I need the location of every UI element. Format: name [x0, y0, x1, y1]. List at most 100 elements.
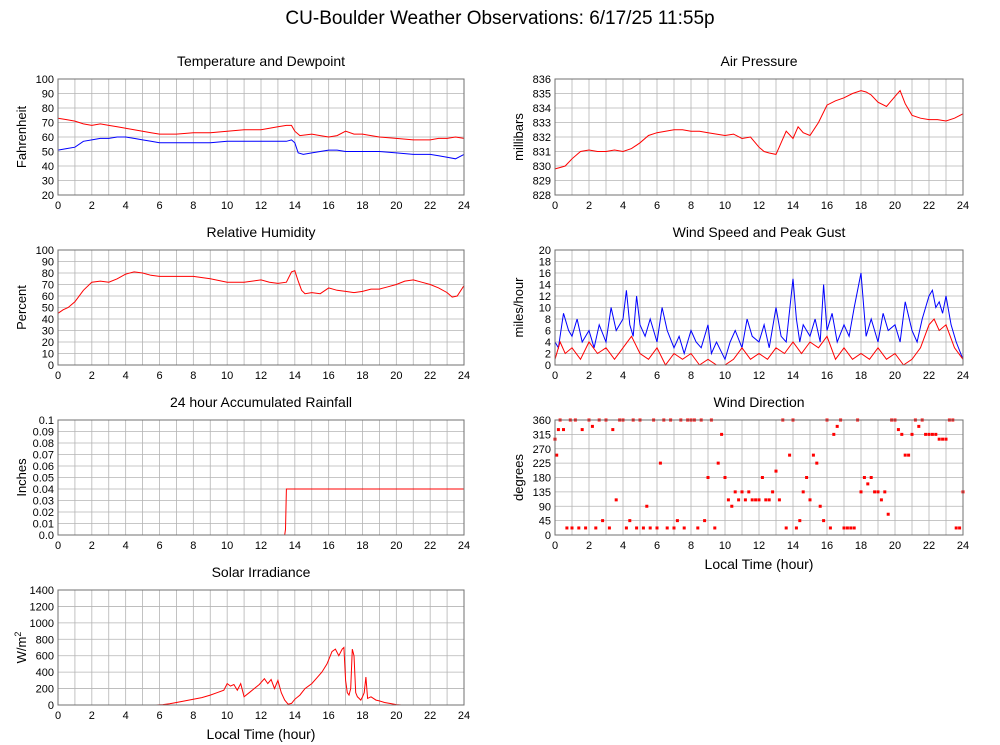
- wind-direction-point: [842, 526, 846, 530]
- solar-y-tick-label: 0: [48, 700, 54, 712]
- wind-direction-point: [624, 526, 628, 530]
- wind-direction-point: [720, 432, 724, 436]
- pressure-y-tick-label: 835: [533, 89, 551, 101]
- wind-direction-point: [917, 424, 921, 428]
- wind-direction-point: [907, 453, 911, 457]
- wind-direction-point: [750, 498, 754, 502]
- wind-direction-point: [873, 490, 877, 494]
- wind-direction-x-tick-label: 14: [787, 540, 799, 552]
- rainfall-y-tick-label: 0.05: [33, 473, 54, 485]
- pressure-title: Air Pressure: [720, 53, 797, 69]
- pressure-x-tick-label: 24: [957, 200, 969, 212]
- wind-direction-point: [675, 519, 679, 523]
- wind-direction-point: [757, 498, 761, 502]
- wind-speed-y-tick-label: 12: [539, 291, 551, 303]
- humidity-chart: [57, 249, 465, 366]
- temperature-x-tick-label: 18: [356, 200, 368, 212]
- humidity-y-tick-label: 70: [42, 280, 54, 292]
- wind-direction-point: [743, 498, 747, 502]
- temperature-frame: [57, 78, 465, 196]
- wind-speed-x-tick-label: 22: [923, 370, 935, 382]
- temperature-x-tick-label: 24: [458, 200, 470, 212]
- temperature-series-line-0: [57, 117, 465, 141]
- wind-direction-x-tick-label: 18: [855, 540, 867, 552]
- wind-direction-point: [924, 432, 928, 436]
- wind-direction-point: [808, 498, 812, 502]
- pressure-y-tick-label: 833: [533, 118, 551, 130]
- pressure-x-tick-label: 16: [821, 200, 833, 212]
- wind-direction-point: [777, 498, 781, 502]
- humidity-x-tick-label: 24: [458, 370, 470, 382]
- temperature-x-tick-label: 0: [55, 200, 61, 212]
- temperature-y-tick-label: 100: [36, 74, 54, 86]
- wind-speed-x-tick-label: 16: [821, 370, 833, 382]
- wind-direction-y-tick-label: 315: [533, 429, 551, 441]
- wind-direction-title: Wind Direction: [713, 394, 804, 410]
- humidity-x-tick-label: 10: [221, 370, 233, 382]
- wind-direction-point: [584, 526, 588, 530]
- wind-speed-x-tick-label: 4: [620, 370, 626, 382]
- wind-direction-point: [883, 490, 887, 494]
- rainfall-y-tick-label: 0.0: [39, 530, 54, 542]
- wind-direction-point: [611, 428, 615, 432]
- temperature-x-tick-label: 22: [424, 200, 436, 212]
- rainfall-x-tick-label: 24: [458, 540, 470, 552]
- wind-speed-y-tick-label: 2: [545, 349, 551, 361]
- wind-direction-point: [927, 432, 931, 436]
- wind-speed-frame: [554, 249, 964, 366]
- rainfall-x-tick-label: 22: [424, 540, 436, 552]
- wind-direction-point: [556, 428, 560, 432]
- wind-speed-x-tick-label: 12: [753, 370, 765, 382]
- wind-direction-point: [555, 453, 559, 457]
- wind-direction-point: [784, 526, 788, 530]
- wind-direction-x-tick-label: 4: [620, 540, 626, 552]
- temperature-y-tick-label: 50: [42, 147, 54, 159]
- wind-speed-x-tick-label: 8: [688, 370, 694, 382]
- temperature-y-tick-label: 40: [42, 161, 54, 173]
- wind-direction-point: [747, 490, 751, 494]
- wind-direction-point: [594, 526, 598, 530]
- wind-direction-point: [805, 476, 809, 479]
- wind-direction-x-tick-label: 16: [821, 540, 833, 552]
- wind-direction-x-tick-label: 10: [719, 540, 731, 552]
- humidity-x-tick-label: 2: [89, 370, 95, 382]
- rainfall-y-tick-label: 0.03: [33, 496, 54, 508]
- rainfall-y-label: Inches: [14, 458, 29, 497]
- rainfall-y-tick-label: 0.08: [33, 438, 54, 450]
- wind-direction-y-tick-label: 180: [533, 473, 551, 485]
- temperature-y-label: Fahrenheit: [14, 106, 29, 169]
- wind-direction-y-tick-label: 45: [539, 516, 551, 528]
- solar-x-tick-label: 22: [424, 710, 436, 722]
- temperature-y-tick-label: 20: [42, 190, 54, 202]
- solar-y-tick-label: 800: [36, 634, 54, 646]
- rainfall-x-tick-label: 12: [255, 540, 267, 552]
- wind-direction-point: [733, 490, 737, 494]
- solar-y-tick-label: 1200: [30, 601, 54, 613]
- humidity-x-tick-label: 0: [55, 370, 61, 382]
- wind-speed-title: Wind Speed and Peak Gust: [673, 224, 846, 240]
- humidity-y-tick-label: 20: [42, 337, 54, 349]
- temperature-x-tick-label: 16: [323, 200, 335, 212]
- solar-y-label-superscript: 2: [13, 632, 23, 637]
- pressure-x-tick-label: 4: [620, 200, 626, 212]
- humidity-y-tick-label: 90: [42, 257, 54, 269]
- wind-direction-point: [580, 428, 584, 432]
- pressure-y-label: millibars: [511, 113, 526, 161]
- rainfall-x-tick-label: 10: [221, 540, 233, 552]
- wind-direction-y-tick-label: 360: [533, 415, 551, 427]
- rainfall-frame: [57, 419, 465, 536]
- wind-direction-y-tick-label: 225: [533, 458, 551, 470]
- wind-direction-point: [958, 526, 962, 530]
- solar-y-tick-label: 1000: [30, 618, 54, 630]
- wind-direction-point: [818, 504, 822, 508]
- wind-direction-point: [726, 498, 730, 502]
- pressure-y-tick-label: 828: [533, 190, 551, 202]
- humidity-x-tick-label: 4: [123, 370, 129, 382]
- wind-direction-point: [682, 526, 686, 530]
- wind-direction-point: [788, 453, 792, 457]
- solar-series-line-0: [58, 646, 464, 706]
- solar-x-tick-label: 0: [55, 710, 61, 722]
- wind-direction-point: [937, 437, 941, 441]
- wind-direction-x-tick-label: 8: [688, 540, 694, 552]
- humidity-y-tick-label: 100: [36, 245, 54, 257]
